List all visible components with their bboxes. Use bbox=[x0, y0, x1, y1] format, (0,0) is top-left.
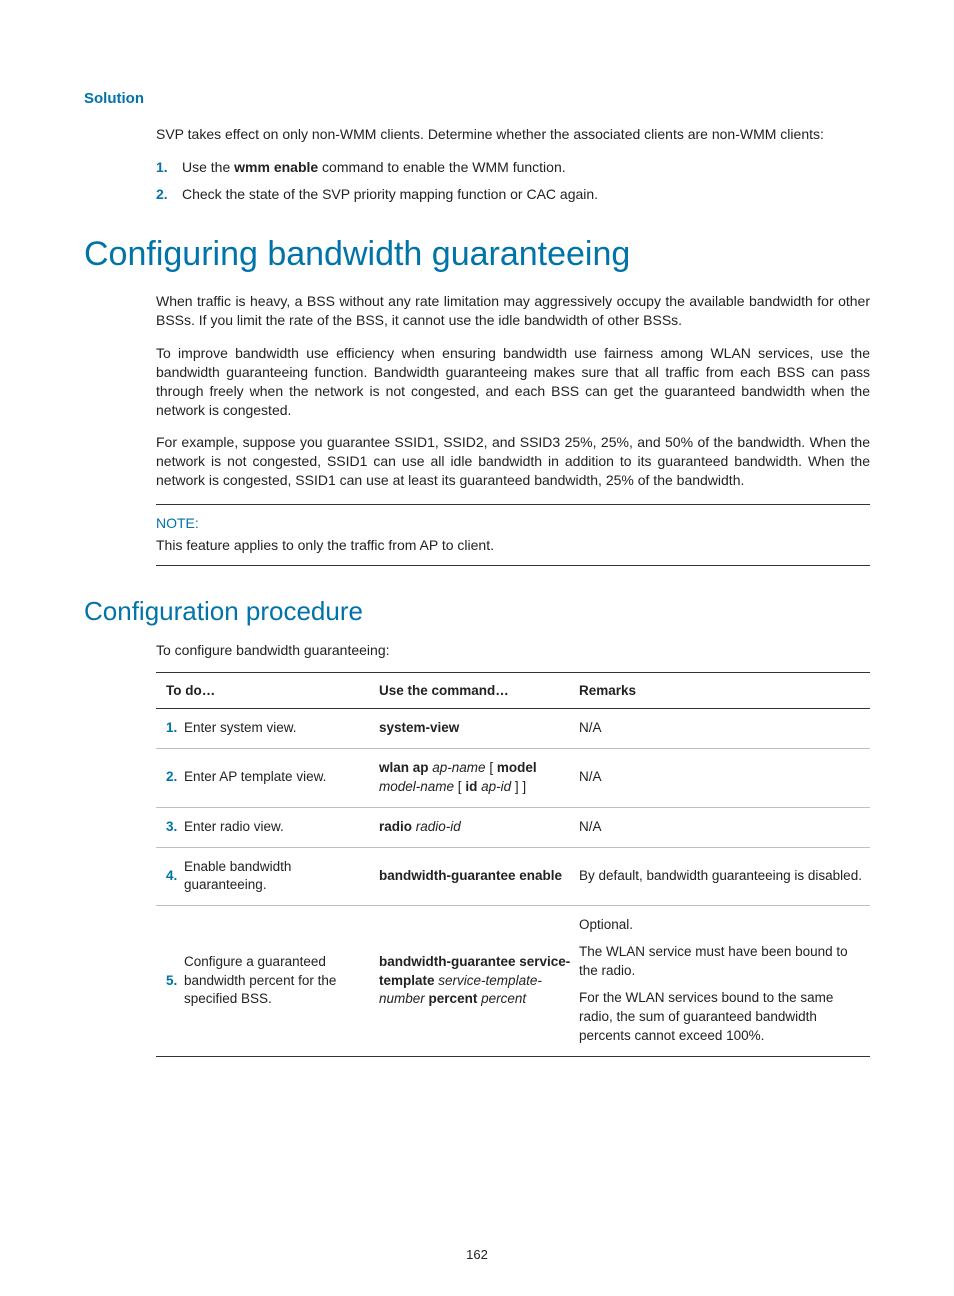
note-text: This feature applies to only the traffic… bbox=[156, 537, 870, 553]
row-number: 5. bbox=[156, 906, 184, 1056]
row-command: bandwidth-guarantee enable bbox=[379, 847, 579, 906]
step-number: 2. bbox=[156, 185, 182, 205]
list-item: 2. Check the state of the SVP priority m… bbox=[156, 185, 870, 205]
table-header-row: To do… Use the command… Remarks bbox=[156, 672, 870, 708]
row-remarks: N/A bbox=[579, 807, 870, 847]
table-header-todo: To do… bbox=[156, 672, 379, 708]
table-header-remarks: Remarks bbox=[579, 672, 870, 708]
body-paragraph: To improve bandwidth use efficiency when… bbox=[156, 344, 870, 420]
row-command: wlan ap ap-name [ model model-name [ id … bbox=[379, 748, 579, 807]
note-box: NOTE: This feature applies to only the t… bbox=[156, 504, 870, 566]
solution-intro: SVP takes effect on only non-WMM clients… bbox=[156, 125, 870, 144]
procedure-intro: To configure bandwidth guaranteeing: bbox=[156, 641, 870, 660]
step-number: 1. bbox=[156, 158, 182, 178]
section-heading-solution: Solution bbox=[84, 90, 870, 107]
row-number: 4. bbox=[156, 847, 184, 906]
step-text: Check the state of the SVP priority mapp… bbox=[182, 185, 598, 205]
list-item: 1. Use the wmm enable command to enable … bbox=[156, 158, 870, 178]
row-number: 1. bbox=[156, 708, 184, 748]
table-row: 1.Enter system view.system-viewN/A bbox=[156, 708, 870, 748]
step-text: Use the wmm enable command to enable the… bbox=[182, 158, 566, 178]
row-command: radio radio-id bbox=[379, 807, 579, 847]
body-paragraph: When traffic is heavy, a BSS without any… bbox=[156, 292, 870, 330]
table-header-cmd: Use the command… bbox=[379, 672, 579, 708]
page-title: Configuring bandwidth guaranteeing bbox=[84, 235, 870, 274]
table-row: 3.Enter radio view.radio radio-idN/A bbox=[156, 807, 870, 847]
row-remarks: N/A bbox=[579, 748, 870, 807]
row-remarks: N/A bbox=[579, 708, 870, 748]
note-label: NOTE: bbox=[156, 515, 870, 531]
row-remarks: Optional.The WLAN service must have been… bbox=[579, 906, 870, 1056]
configuration-table: To do… Use the command… Remarks 1.Enter … bbox=[156, 672, 870, 1057]
solution-steps-list: 1. Use the wmm enable command to enable … bbox=[156, 158, 870, 205]
table-row: 4.Enable bandwidth guaranteeing.bandwidt… bbox=[156, 847, 870, 906]
row-command: system-view bbox=[379, 708, 579, 748]
page-number: 162 bbox=[0, 1247, 954, 1262]
row-number: 3. bbox=[156, 807, 184, 847]
row-todo: Enable bandwidth guaranteeing. bbox=[184, 847, 379, 906]
row-remarks: By default, bandwidth guaranteeing is di… bbox=[579, 847, 870, 906]
row-todo: Enter system view. bbox=[184, 708, 379, 748]
row-todo: Enter radio view. bbox=[184, 807, 379, 847]
row-todo: Enter AP template view. bbox=[184, 748, 379, 807]
table-row: 2.Enter AP template view.wlan ap ap-name… bbox=[156, 748, 870, 807]
row-todo: Configure a guaranteed bandwidth percent… bbox=[184, 906, 379, 1056]
body-paragraph: For example, suppose you guarantee SSID1… bbox=[156, 433, 870, 490]
row-command: bandwidth-guarantee service-template ser… bbox=[379, 906, 579, 1056]
section-heading-procedure: Configuration procedure bbox=[84, 596, 870, 627]
table-row: 5.Configure a guaranteed bandwidth perce… bbox=[156, 906, 870, 1056]
row-number: 2. bbox=[156, 748, 184, 807]
